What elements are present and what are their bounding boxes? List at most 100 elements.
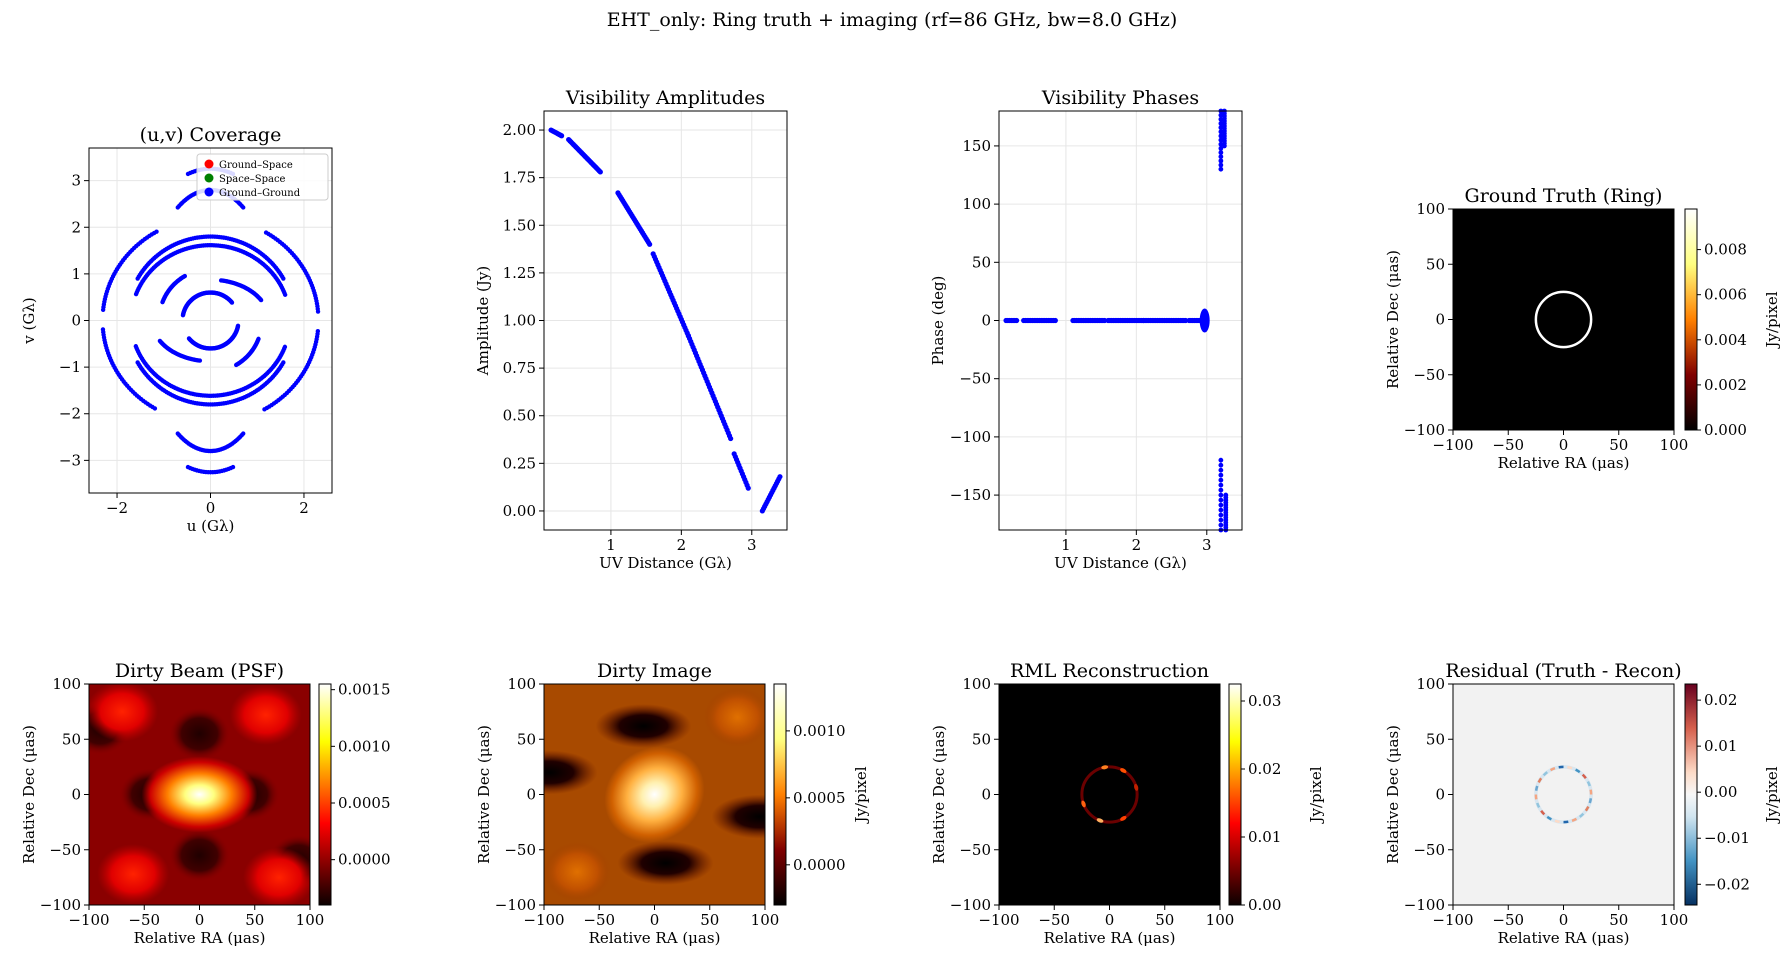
phase-point — [1223, 492, 1229, 498]
y-tick-label: −100 — [950, 896, 991, 914]
colorbar-tick-label: 0.0015 — [338, 681, 391, 699]
y-tick-label: 0 — [71, 312, 81, 330]
y-tick-label: −150 — [950, 486, 991, 504]
psf-sidelobe — [243, 847, 310, 905]
colorbar-tick-label: −0.02 — [1704, 875, 1750, 893]
residual-segment — [1584, 806, 1590, 812]
y-tick-label: 0.75 — [503, 359, 536, 377]
uv-point — [133, 291, 139, 297]
panels: Ground–Space Space–Space Ground–Ground −2 0 2… — [20, 87, 1781, 947]
amp-point — [597, 169, 603, 175]
x-tick-label: 100 — [751, 911, 780, 929]
y-tick-label: 1.75 — [503, 169, 536, 187]
y-tick-label: 100 — [1416, 200, 1445, 218]
y-axis-label: Relative Dec (μas) — [20, 725, 38, 864]
dirty-trough — [595, 703, 692, 748]
legend-entry: Ground–Space — [219, 160, 293, 171]
residual-segment — [1540, 809, 1546, 816]
ring — [1534, 290, 1593, 349]
x-tick-label: −100 — [523, 911, 564, 929]
y-tick-label: 50 — [1426, 255, 1445, 273]
y-tick-label: 0 — [1435, 786, 1445, 804]
x-tick-label: −50 — [583, 911, 615, 929]
y-axis-label: v (Gλ) — [20, 297, 38, 344]
image-background — [999, 684, 1220, 905]
psf-sidelobe — [89, 684, 159, 742]
colorbar-label: Jy/pixel — [852, 766, 870, 824]
phase-point — [1218, 121, 1224, 126]
uv-point — [218, 278, 224, 283]
psf-null — [169, 829, 230, 882]
y-tick-label: 0 — [1435, 311, 1445, 329]
residual-segment — [1549, 767, 1556, 772]
chart-title: Visibility Phases — [1041, 87, 1199, 109]
residual-segment — [1554, 819, 1560, 824]
colorbar-tick-label: 0.0010 — [338, 737, 391, 755]
phase-point — [1218, 522, 1224, 528]
phase-point — [1199, 308, 1210, 333]
legend-entry: Ground–Ground — [219, 188, 301, 199]
hotspot — [1101, 765, 1109, 770]
image — [544, 684, 765, 905]
legend-marker — [204, 159, 214, 169]
x-axis-label: Relative RA (μas) — [589, 929, 721, 947]
colorbar-label: Jy/pixel — [1763, 291, 1781, 349]
colorbar-tick-label: 0.002 — [1704, 376, 1747, 394]
phase-point — [1218, 502, 1224, 508]
x-tick-label: 3 — [1202, 536, 1212, 554]
phase-point — [1014, 317, 1020, 324]
residual-segment — [1575, 768, 1581, 774]
y-tick-label: 100 — [962, 195, 991, 213]
uv-point — [281, 360, 286, 365]
y-tick-label: −50 — [1413, 841, 1445, 859]
y-tick-label: 1.00 — [503, 312, 536, 330]
phase-point — [1218, 158, 1224, 164]
uv-point — [100, 307, 106, 312]
x-tick-label: −2 — [106, 499, 128, 517]
chart-title: Visibility Amplitudes — [565, 87, 765, 109]
colorbar-tick-label: 0.01 — [1704, 737, 1737, 755]
colorbar-psf: 0.0000 0.0005 0.0010 0.0015 — [318, 681, 391, 906]
plot-area — [999, 684, 1220, 905]
x-axis-label: Relative RA (μas) — [1498, 929, 1630, 947]
y-axis-label: Relative Dec (μas) — [1384, 725, 1402, 864]
legend-entry: Space–Space — [219, 174, 286, 185]
colorbar-tick-label: 0.01 — [1248, 828, 1281, 846]
colorbar-scale — [1684, 208, 1698, 431]
colorbar-resid: −0.02 −0.01 0.00 0.01 0.02 Jy/pixel — [1684, 683, 1781, 906]
legend-marker — [204, 187, 214, 197]
colorbar-label: Jy/pixel — [1307, 766, 1325, 824]
ring — [1080, 765, 1139, 824]
uv-point — [230, 464, 236, 470]
phase-point — [1218, 497, 1224, 503]
x-axis-label: UV Distance (Gλ) — [599, 554, 732, 572]
chart-truth: −100 −50 0 50 100 −100 −50 0 50 100 Ground Truth (… — [1384, 185, 1688, 472]
colorbar-tick-label: 0.0000 — [338, 851, 391, 869]
uv-point — [235, 323, 241, 329]
chart-title: Dirty Image — [597, 660, 712, 682]
phase-point — [1218, 154, 1224, 160]
colorbar-rml: 0.00 0.01 0.02 0.03 Jy/pixel — [1228, 683, 1325, 914]
x-axis-label: Relative RA (μas) — [1044, 929, 1176, 947]
y-tick-label: 0 — [526, 786, 536, 804]
plot-area — [548, 127, 783, 514]
y-tick-label: −2 — [59, 405, 81, 423]
y-tick-label: 2 — [71, 218, 81, 236]
y-tick-label: −100 — [1404, 896, 1445, 914]
chart-title: (u,v) Coverage — [140, 124, 282, 146]
x-axis-label: u (Gλ) — [187, 517, 235, 535]
x-tick-label: 100 — [296, 911, 325, 929]
y-axis-label: Relative Dec (μas) — [1384, 250, 1402, 389]
chart-uv: Ground–Space Space–Space Ground–Ground −2 0 2… — [20, 124, 333, 535]
y-tick-label: −100 — [950, 428, 991, 446]
phase-point — [1218, 512, 1224, 518]
x-tick-label: 100 — [1660, 436, 1689, 454]
y-tick-label: −50 — [504, 841, 536, 859]
colorbar-scale — [318, 683, 332, 906]
y-tick-label: 1.25 — [503, 264, 536, 282]
colorbar-label: Jy/pixel — [1763, 766, 1781, 824]
image-background — [1453, 684, 1674, 905]
y-tick-label: 50 — [1426, 730, 1445, 748]
colorbar-tick-label: 0.000 — [1704, 421, 1747, 439]
dirty-sidelobe — [703, 687, 765, 748]
